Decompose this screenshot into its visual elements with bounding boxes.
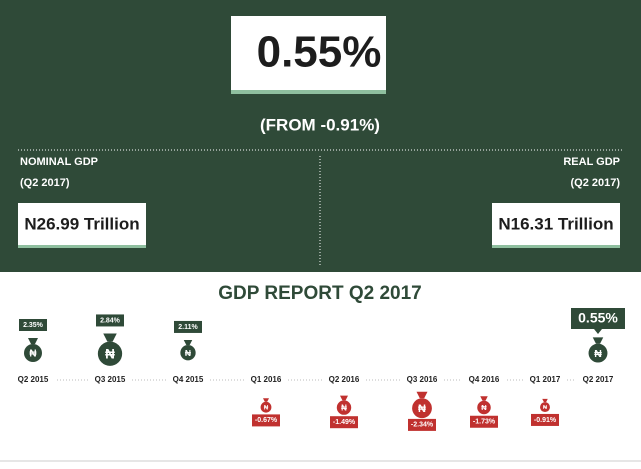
growth-pointer	[594, 329, 602, 334]
money-bag	[412, 398, 432, 419]
quarter-label: Q3 2016	[407, 375, 438, 384]
bag-symbol: ₦	[543, 405, 547, 411]
money-bag	[24, 344, 42, 362]
real-box	[492, 203, 620, 245]
growth-label: 2.11%	[178, 324, 198, 331]
quarter-bg	[576, 373, 620, 387]
quarter-bg	[523, 373, 567, 387]
timeline-panel	[0, 272, 641, 464]
quarter-label: Q3 2015	[95, 375, 126, 384]
quarter-label: Q1 2017	[530, 375, 561, 384]
money-bag-top	[263, 398, 269, 402]
headline-from: (FROM -0.91%)	[260, 115, 380, 134]
money-bag	[588, 343, 608, 363]
growth-box	[408, 418, 436, 431]
nominal-box	[18, 203, 146, 245]
nominal-value: N26.99 Trillion	[24, 214, 139, 233]
quarter-label: Q2 2015	[18, 375, 49, 384]
growth-box	[19, 319, 47, 331]
growth-label: -0.67%	[255, 417, 278, 424]
money-bag-top	[103, 333, 117, 342]
growth-label: -1.49%	[333, 419, 356, 426]
quarter-bg	[166, 373, 210, 387]
headline-value: 0.55%	[257, 28, 382, 77]
money-bag	[180, 345, 196, 361]
bag-symbol: ₦	[264, 405, 269, 411]
growth-box	[470, 415, 498, 428]
money-bag	[477, 400, 491, 415]
real-label: REAL GDP	[563, 156, 620, 168]
money-bag-top	[28, 338, 38, 344]
growth-label: 2.35%	[23, 322, 44, 329]
growth-box	[96, 314, 124, 327]
quarter-label: Q4 2016	[469, 375, 500, 384]
bag-symbol: ₦	[105, 347, 115, 362]
money-bag	[97, 341, 123, 366]
quarter-bg	[11, 373, 55, 387]
growth-label: 0.55%	[578, 310, 618, 326]
growth-box	[174, 320, 202, 333]
report-title: GDP REPORT Q2 2017	[218, 283, 421, 304]
quarter-bg	[322, 373, 366, 387]
headline-underline	[231, 90, 386, 94]
quarter-label: Q2 2017	[583, 375, 614, 384]
bag-symbol: ₦	[185, 348, 192, 358]
timeline: Q2 2015 ₦ 2.35% Q3 2015 ₦ 2.84% Q4 2015 ₦ 2.11% Q…	[11, 308, 625, 431]
growth-box	[252, 414, 280, 427]
growth-box	[531, 413, 559, 426]
money-bag	[260, 401, 272, 413]
quarter-bg	[400, 373, 444, 387]
money-bag-top	[542, 398, 548, 403]
bag-symbol: ₦	[418, 403, 426, 415]
growth-label: 2.84%	[100, 317, 121, 324]
money-bag-top	[592, 337, 604, 344]
quarter-label: Q2 2016	[329, 375, 360, 384]
quarter-bg	[88, 373, 132, 387]
quarter-bg	[462, 373, 506, 387]
growth-box	[330, 416, 358, 429]
quarter-bg	[244, 373, 288, 387]
growth-label: -1.73%	[473, 419, 496, 426]
nominal-period: (Q2 2017)	[20, 177, 70, 189]
growth-label: -0.91%	[534, 417, 557, 424]
real-underline	[492, 245, 620, 248]
money-bag-top	[480, 396, 488, 401]
nominal-label: NOMINAL GDP	[20, 156, 98, 168]
money-bag	[336, 400, 352, 415]
quarter-label: Q4 2015	[173, 375, 204, 384]
quarter-label: Q1 2016	[251, 375, 282, 384]
money-bag	[540, 402, 550, 413]
growth-box	[571, 308, 625, 329]
growth-label: -2.34%	[411, 422, 434, 429]
nominal-underline	[18, 245, 146, 248]
bag-symbol: ₦	[29, 349, 37, 360]
money-bag-top	[416, 391, 428, 399]
bag-symbol: ₦	[341, 404, 347, 413]
money-bag-top	[183, 339, 193, 346]
headline-box	[231, 16, 386, 90]
real-value: N16.31 Trillion	[498, 214, 613, 233]
bag-symbol: ₦	[594, 348, 602, 360]
bag-symbol: ₦	[481, 403, 487, 412]
money-bag-top	[340, 395, 348, 401]
real-period: (Q2 2017)	[570, 177, 620, 189]
